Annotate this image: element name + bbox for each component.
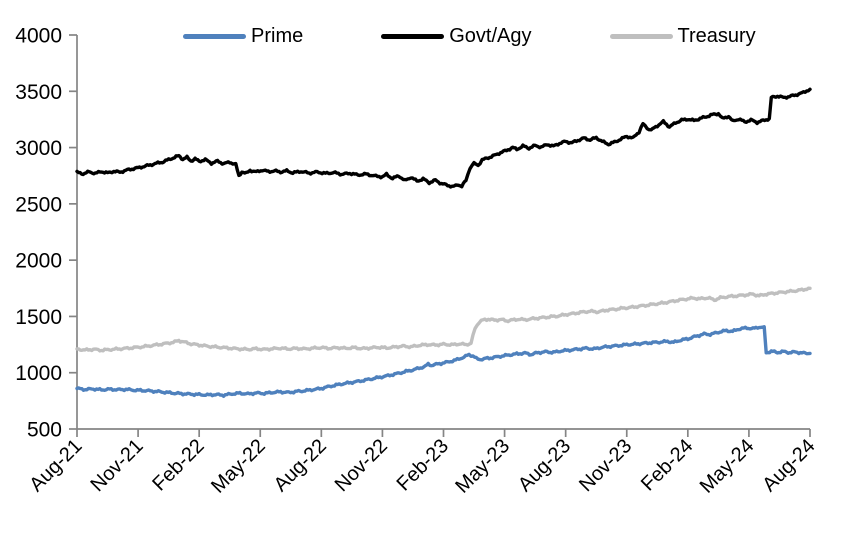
legend-item-treasury: Treasury	[609, 25, 756, 47]
x-tick-label: Feb-24	[637, 435, 697, 495]
prime-line-swatch	[183, 33, 246, 39]
legend-label-prime: Prime	[251, 25, 304, 47]
x-tick-label: Nov-22	[331, 435, 392, 496]
x-tick-label: May-24	[696, 435, 759, 498]
legend-item-prime: Prime	[183, 26, 303, 46]
y-tick-label: 1500	[15, 306, 62, 329]
x-tick-label: May-23	[451, 435, 514, 498]
x-tick-label: Feb-22	[148, 435, 208, 495]
x-tick-label: Nov-21	[86, 435, 147, 496]
y-tick-label: 2000	[15, 250, 62, 273]
x-tick-label: Aug-23	[514, 435, 575, 496]
y-tick-label: 3500	[15, 81, 62, 104]
y-tick-label: 2500	[15, 193, 62, 216]
y-tick-label: 3000	[15, 137, 62, 160]
x-tick-label: Nov-23	[575, 435, 636, 496]
legend-label-treasury: Treasury	[677, 25, 756, 47]
legend-label-govt-agy: Govt/Agy	[449, 25, 532, 47]
x-tick-label: Aug-22	[270, 435, 331, 496]
x-tick-label: May-22	[207, 435, 270, 498]
y-tick-label: 1000	[15, 362, 62, 385]
treasury-series-line	[75, 286, 812, 353]
y-tick-label: 500	[27, 419, 62, 442]
govt-agy-line-swatch	[381, 33, 445, 39]
y-tick-label: 4000	[15, 25, 62, 48]
x-tick-label: Aug-24	[758, 435, 819, 496]
prime-series-line	[75, 325, 812, 398]
legend-item-govt-agy: Govt/Agy	[381, 25, 532, 47]
chart-legend: Prime Govt/Agy Treasury	[183, 26, 756, 46]
x-tick-label: Aug-21	[25, 435, 86, 496]
x-tick-label: Feb-23	[393, 435, 453, 495]
treasury-line-swatch	[609, 33, 673, 39]
govt-agy-series-line	[75, 87, 812, 189]
